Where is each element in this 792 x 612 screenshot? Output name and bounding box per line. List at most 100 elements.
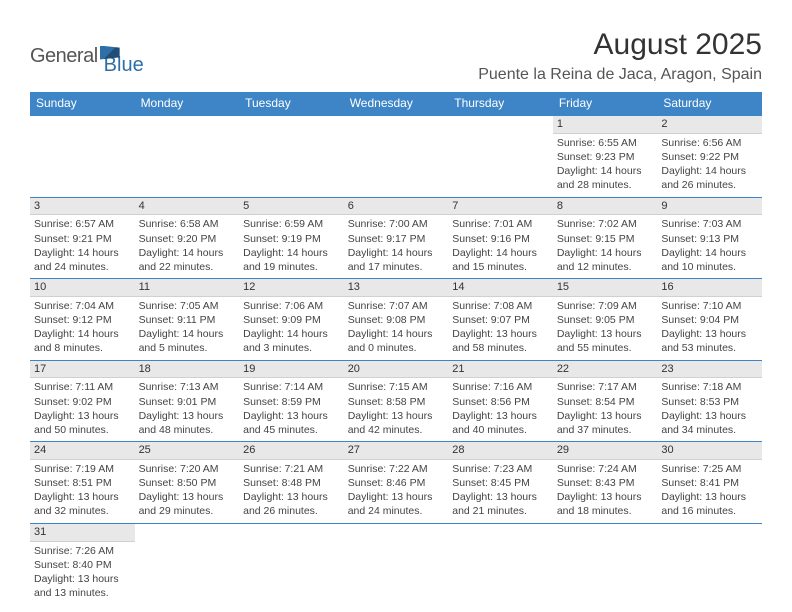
day-details: Sunrise: 7:13 AMSunset: 9:01 PMDaylight:… [135, 378, 240, 441]
day-number: 4 [135, 198, 240, 216]
calendar-cell [657, 523, 762, 604]
day-number: 26 [239, 442, 344, 460]
day-number: 10 [30, 279, 135, 297]
calendar-cell: 20Sunrise: 7:15 AMSunset: 8:58 PMDayligh… [344, 360, 449, 442]
calendar-cell [239, 523, 344, 604]
sunrise-text: Sunrise: 7:26 AM [34, 544, 131, 558]
calendar-cell: 9Sunrise: 7:03 AMSunset: 9:13 PMDaylight… [657, 197, 762, 279]
sunset-text: Sunset: 8:59 PM [243, 395, 340, 409]
calendar-cell: 31Sunrise: 7:26 AMSunset: 8:40 PMDayligh… [30, 523, 135, 604]
sunset-text: Sunset: 8:48 PM [243, 476, 340, 490]
calendar-cell: 28Sunrise: 7:23 AMSunset: 8:45 PMDayligh… [448, 442, 553, 524]
daylight-text: Daylight: 13 hours and 45 minutes. [243, 409, 340, 437]
day-number: 16 [657, 279, 762, 297]
day-details: Sunrise: 7:22 AMSunset: 8:46 PMDaylight:… [344, 460, 449, 523]
daylight-text: Daylight: 13 hours and 37 minutes. [557, 409, 654, 437]
day-details: Sunrise: 6:59 AMSunset: 9:19 PMDaylight:… [239, 215, 344, 278]
day-number: 8 [553, 198, 658, 216]
day-details: Sunrise: 7:24 AMSunset: 8:43 PMDaylight:… [553, 460, 658, 523]
calendar-table: Sunday Monday Tuesday Wednesday Thursday… [30, 92, 762, 604]
calendar-week-row: 1Sunrise: 6:55 AMSunset: 9:23 PMDaylight… [30, 115, 762, 197]
sunset-text: Sunset: 9:23 PM [557, 150, 654, 164]
calendar-cell: 4Sunrise: 6:58 AMSunset: 9:20 PMDaylight… [135, 197, 240, 279]
calendar-cell: 29Sunrise: 7:24 AMSunset: 8:43 PMDayligh… [553, 442, 658, 524]
daylight-text: Daylight: 13 hours and 50 minutes. [34, 409, 131, 437]
day-number: 20 [344, 361, 449, 379]
day-details: Sunrise: 7:02 AMSunset: 9:15 PMDaylight:… [553, 215, 658, 278]
day-number: 3 [30, 198, 135, 216]
sunset-text: Sunset: 9:11 PM [139, 313, 236, 327]
day-number: 7 [448, 198, 553, 216]
day-details: Sunrise: 6:56 AMSunset: 9:22 PMDaylight:… [657, 134, 762, 197]
sunrise-text: Sunrise: 6:55 AM [557, 136, 654, 150]
calendar-cell: 23Sunrise: 7:18 AMSunset: 8:53 PMDayligh… [657, 360, 762, 442]
sunset-text: Sunset: 8:41 PM [661, 476, 758, 490]
sunrise-text: Sunrise: 7:24 AM [557, 462, 654, 476]
calendar-cell [553, 523, 658, 604]
day-details: Sunrise: 7:14 AMSunset: 8:59 PMDaylight:… [239, 378, 344, 441]
daylight-text: Daylight: 13 hours and 58 minutes. [452, 327, 549, 355]
calendar-cell: 26Sunrise: 7:21 AMSunset: 8:48 PMDayligh… [239, 442, 344, 524]
day-number: 27 [344, 442, 449, 460]
calendar-cell: 21Sunrise: 7:16 AMSunset: 8:56 PMDayligh… [448, 360, 553, 442]
calendar-cell: 30Sunrise: 7:25 AMSunset: 8:41 PMDayligh… [657, 442, 762, 524]
day-number: 11 [135, 279, 240, 297]
sunrise-text: Sunrise: 6:59 AM [243, 217, 340, 231]
sunset-text: Sunset: 9:19 PM [243, 232, 340, 246]
calendar-cell [344, 523, 449, 604]
calendar-cell: 25Sunrise: 7:20 AMSunset: 8:50 PMDayligh… [135, 442, 240, 524]
sunset-text: Sunset: 9:12 PM [34, 313, 131, 327]
daylight-text: Daylight: 13 hours and 53 minutes. [661, 327, 758, 355]
day-number: 12 [239, 279, 344, 297]
sunset-text: Sunset: 9:15 PM [557, 232, 654, 246]
sunset-text: Sunset: 8:58 PM [348, 395, 445, 409]
logo-text-general: General [30, 45, 98, 68]
sunrise-text: Sunrise: 7:08 AM [452, 299, 549, 313]
sunset-text: Sunset: 8:50 PM [139, 476, 236, 490]
logo: General Blue [30, 36, 144, 77]
sunrise-text: Sunrise: 7:05 AM [139, 299, 236, 313]
sunrise-text: Sunrise: 6:56 AM [661, 136, 758, 150]
day-details: Sunrise: 6:55 AMSunset: 9:23 PMDaylight:… [553, 134, 658, 197]
day-details: Sunrise: 7:17 AMSunset: 8:54 PMDaylight:… [553, 378, 658, 441]
sunrise-text: Sunrise: 7:09 AM [557, 299, 654, 313]
sunset-text: Sunset: 9:04 PM [661, 313, 758, 327]
day-number: 17 [30, 361, 135, 379]
calendar-week-row: 3Sunrise: 6:57 AMSunset: 9:21 PMDaylight… [30, 197, 762, 279]
month-title: August 2025 [478, 28, 762, 62]
sunrise-text: Sunrise: 7:14 AM [243, 380, 340, 394]
sunset-text: Sunset: 8:51 PM [34, 476, 131, 490]
calendar-cell [30, 115, 135, 197]
sunset-text: Sunset: 8:43 PM [557, 476, 654, 490]
sunrise-text: Sunrise: 7:19 AM [34, 462, 131, 476]
sunrise-text: Sunrise: 7:18 AM [661, 380, 758, 394]
sunrise-text: Sunrise: 6:58 AM [139, 217, 236, 231]
sunset-text: Sunset: 8:40 PM [34, 558, 131, 572]
weekday-header: Tuesday [239, 92, 344, 115]
sunrise-text: Sunrise: 7:07 AM [348, 299, 445, 313]
header: General Blue August 2025 Puente la Reina… [30, 28, 762, 84]
sunset-text: Sunset: 9:17 PM [348, 232, 445, 246]
weekday-header: Saturday [657, 92, 762, 115]
sunset-text: Sunset: 9:20 PM [139, 232, 236, 246]
calendar-cell [344, 115, 449, 197]
calendar-week-row: 31Sunrise: 7:26 AMSunset: 8:40 PMDayligh… [30, 523, 762, 604]
sunset-text: Sunset: 9:21 PM [34, 232, 131, 246]
sunset-text: Sunset: 9:08 PM [348, 313, 445, 327]
sunset-text: Sunset: 9:16 PM [452, 232, 549, 246]
day-number: 29 [553, 442, 658, 460]
calendar-cell: 14Sunrise: 7:08 AMSunset: 9:07 PMDayligh… [448, 279, 553, 361]
daylight-text: Daylight: 14 hours and 3 minutes. [243, 327, 340, 355]
daylight-text: Daylight: 13 hours and 32 minutes. [34, 490, 131, 518]
calendar-cell: 15Sunrise: 7:09 AMSunset: 9:05 PMDayligh… [553, 279, 658, 361]
sunrise-text: Sunrise: 7:13 AM [139, 380, 236, 394]
day-number: 18 [135, 361, 240, 379]
sunrise-text: Sunrise: 7:01 AM [452, 217, 549, 231]
calendar-cell: 24Sunrise: 7:19 AMSunset: 8:51 PMDayligh… [30, 442, 135, 524]
sunset-text: Sunset: 9:09 PM [243, 313, 340, 327]
day-details: Sunrise: 7:23 AMSunset: 8:45 PMDaylight:… [448, 460, 553, 523]
calendar-cell: 1Sunrise: 6:55 AMSunset: 9:23 PMDaylight… [553, 115, 658, 197]
day-number: 31 [30, 524, 135, 542]
day-details: Sunrise: 7:15 AMSunset: 8:58 PMDaylight:… [344, 378, 449, 441]
calendar-cell: 8Sunrise: 7:02 AMSunset: 9:15 PMDaylight… [553, 197, 658, 279]
